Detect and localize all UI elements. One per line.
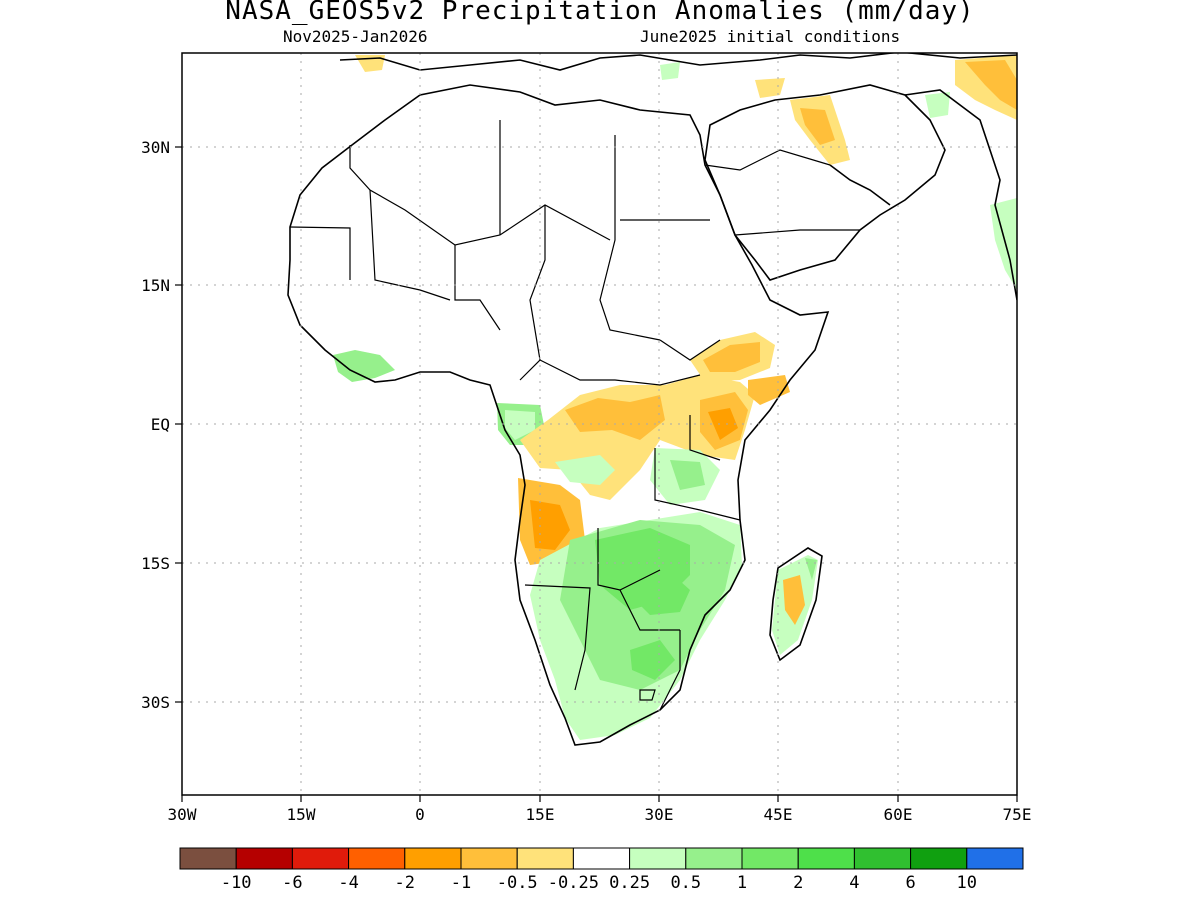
wet-patch-west-africa xyxy=(333,350,395,382)
axis-ticks xyxy=(175,146,1018,802)
colorbar-label: 6 xyxy=(905,873,915,893)
colorbar-swatch xyxy=(516,847,574,870)
colorbar-label: -10 xyxy=(221,873,252,893)
colorbar xyxy=(179,847,1024,870)
colorbar-label: 0.25 xyxy=(609,873,650,893)
colorbar-label: 10 xyxy=(957,873,977,893)
colorbar-label: -0.5 xyxy=(497,873,538,893)
colorbar-swatch xyxy=(966,847,1024,870)
africa-coastline xyxy=(287,84,830,746)
lon-label: 30E xyxy=(645,805,674,824)
wet-patch-india xyxy=(990,198,1017,290)
lon-label: 30W xyxy=(168,805,197,824)
iran-india-coast xyxy=(904,89,1017,301)
lon-label: 60E xyxy=(884,805,913,824)
lat-label: 15N xyxy=(141,276,170,295)
grid-lines xyxy=(182,53,1017,795)
colorbar-swatch xyxy=(572,847,631,870)
colorbar-labels: -10 -6 -4 -2 -1 -0.5 -0.25 0.25 0.5 1 2 4 6 10 xyxy=(221,873,977,893)
colorbar-swatch xyxy=(404,847,462,870)
colorbar-swatch xyxy=(685,847,743,870)
arabia-coast xyxy=(704,84,946,281)
colorbar-swatch xyxy=(348,847,406,870)
forecast-period: Nov2025-Jan2026 xyxy=(283,27,428,46)
colorbar-swatch xyxy=(235,847,293,870)
lat-label: 15S xyxy=(141,554,170,573)
madagascar-coast xyxy=(769,547,823,662)
colorbar-swatch xyxy=(629,847,687,870)
colorbar-swatch xyxy=(460,847,518,870)
anomaly-shading xyxy=(333,55,1017,740)
colorbar-swatch xyxy=(741,847,799,870)
lon-label: 45E xyxy=(764,805,793,824)
colorbar-label: -4 xyxy=(338,873,358,893)
lat-label: EQ xyxy=(151,415,170,434)
lon-label: 15W xyxy=(287,805,316,824)
lat-label: 30S xyxy=(141,693,170,712)
lon-label: 75E xyxy=(1003,805,1032,824)
colorbar-label: 1 xyxy=(737,873,747,893)
persian-gulf-coast xyxy=(829,164,891,206)
colorbar-swatch xyxy=(797,847,855,870)
colorbar-swatch xyxy=(179,847,237,870)
lon-label: 15E xyxy=(526,805,555,824)
lat-label: 30N xyxy=(141,138,170,157)
colorbar-label: -1 xyxy=(451,873,471,893)
europe-coast xyxy=(339,53,1017,71)
colorbar-label: -2 xyxy=(395,873,415,893)
colorbar-label: 4 xyxy=(849,873,859,893)
colorbar-swatch xyxy=(291,847,350,870)
colorbar-label: -0.25 xyxy=(548,873,599,893)
colorbar-label: 2 xyxy=(793,873,803,893)
latitude-labels: 30N 15N EQ 15S 30S xyxy=(141,138,170,712)
lon-label: 0 xyxy=(415,805,425,824)
coastlines xyxy=(287,53,1017,746)
initial-conditions: June2025 initial conditions xyxy=(640,27,901,46)
colorbar-label: -6 xyxy=(282,873,302,893)
colorbar-swatch xyxy=(853,847,912,870)
country-borders xyxy=(289,120,860,711)
longitude-labels: 30W 15W 0 15E 30E 45E 60E 75E xyxy=(168,805,1032,824)
colorbar-label: 0.5 xyxy=(670,873,701,893)
colorbar-swatch xyxy=(910,847,968,870)
map-title: NASA_GEOS5v2 Precipitation Anomalies (mm… xyxy=(225,0,975,26)
